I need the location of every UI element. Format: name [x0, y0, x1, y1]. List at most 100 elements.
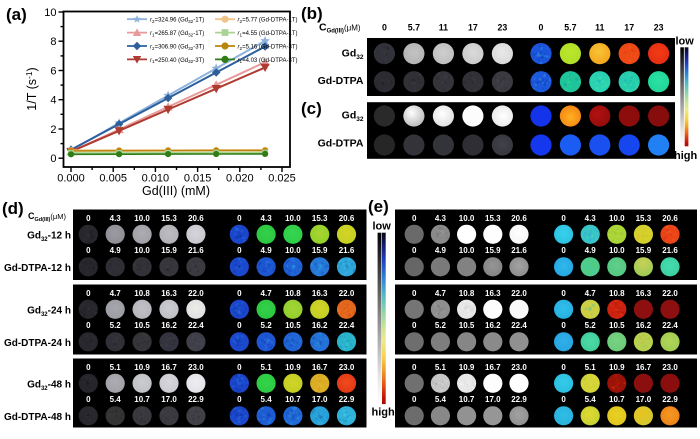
svg-text:4.7: 4.7	[110, 289, 122, 298]
svg-text:0: 0	[50, 153, 56, 165]
svg-text:23.0: 23.0	[188, 363, 204, 372]
svg-text:23: 23	[498, 23, 508, 33]
svg-text:16.7: 16.7	[485, 363, 501, 372]
svg-text:0.025: 0.025	[268, 173, 296, 185]
svg-text:r1=4.55 (Gd-DTPA-1T): r1=4.55 (Gd-DTPA-1T)	[238, 31, 298, 37]
svg-text:10.8: 10.8	[609, 289, 625, 298]
svg-text:10.0: 10.0	[285, 214, 301, 223]
svg-text:21.6: 21.6	[188, 246, 204, 255]
svg-text:0: 0	[561, 246, 566, 255]
svg-text:5.4: 5.4	[435, 395, 447, 404]
svg-text:(b): (b)	[301, 4, 323, 23]
svg-text:4.3: 4.3	[585, 214, 597, 223]
svg-text:0: 0	[561, 363, 566, 372]
svg-text:Gd-DTPA: Gd-DTPA	[318, 138, 364, 150]
svg-text:10.7: 10.7	[134, 395, 150, 404]
svg-text:17.0: 17.0	[485, 395, 501, 404]
svg-text:22.9: 22.9	[339, 395, 355, 404]
svg-text:23.0: 23.0	[339, 363, 355, 372]
svg-text:8: 8	[50, 36, 56, 48]
svg-text:(d): (d)	[2, 199, 24, 218]
svg-text:16.7: 16.7	[636, 363, 652, 372]
svg-text:10.0: 10.0	[459, 214, 475, 223]
svg-text:Gd32: Gd32	[342, 110, 364, 123]
svg-text:low: low	[676, 36, 695, 48]
svg-text:4.9: 4.9	[261, 246, 273, 255]
svg-text:10.5: 10.5	[609, 321, 625, 330]
svg-text:0: 0	[237, 246, 242, 255]
svg-text:CGd(III)(μM): CGd(III)(μM)	[319, 22, 361, 35]
svg-text:10.0: 10.0	[459, 246, 475, 255]
svg-text:23.0: 23.0	[662, 363, 678, 372]
svg-text:15.9: 15.9	[161, 246, 177, 255]
svg-text:22.9: 22.9	[188, 395, 204, 404]
svg-text:16.3: 16.3	[312, 289, 328, 298]
svg-text:5.1: 5.1	[110, 363, 122, 372]
svg-text:16.2: 16.2	[636, 321, 652, 330]
svg-text:15.3: 15.3	[312, 214, 328, 223]
svg-text:0: 0	[237, 363, 242, 372]
svg-text:5.2: 5.2	[261, 321, 273, 330]
svg-text:10.0: 10.0	[134, 214, 150, 223]
svg-text:10: 10	[44, 7, 56, 19]
svg-text:r2=5.16 (Gd-DTPA-3T): r2=5.16 (Gd-DTPA-3T)	[238, 45, 298, 51]
svg-text:21.6: 21.6	[339, 246, 355, 255]
svg-text:5.1: 5.1	[585, 363, 597, 372]
svg-text:10.0: 10.0	[609, 246, 625, 255]
svg-text:10.5: 10.5	[285, 321, 301, 330]
svg-text:0: 0	[237, 395, 242, 404]
svg-text:0: 0	[561, 289, 566, 298]
svg-text:22.0: 22.0	[662, 289, 678, 298]
svg-text:(e): (e)	[368, 197, 389, 216]
svg-text:0: 0	[237, 214, 242, 223]
svg-text:1/T (s-1): 1/T (s-1)	[24, 67, 39, 110]
svg-text:21.6: 21.6	[511, 246, 527, 255]
svg-text:high: high	[674, 150, 697, 162]
svg-text:Gd32-12 h: Gd32-12 h	[27, 231, 71, 243]
svg-text:5.1: 5.1	[261, 363, 273, 372]
svg-text:(a): (a)	[6, 5, 27, 24]
svg-text:22.4: 22.4	[662, 321, 678, 330]
svg-text:22.0: 22.0	[511, 289, 527, 298]
svg-text:0: 0	[412, 395, 417, 404]
svg-text:16.2: 16.2	[485, 321, 501, 330]
svg-text:6: 6	[50, 65, 56, 77]
svg-text:17.0: 17.0	[312, 395, 328, 404]
svg-text:5.2: 5.2	[110, 321, 122, 330]
svg-text:10.8: 10.8	[459, 289, 475, 298]
svg-text:17: 17	[624, 23, 634, 33]
svg-text:r2=324.96 (Gd32-1T): r2=324.96 (Gd32-1T)	[150, 18, 204, 24]
svg-text:5.7: 5.7	[564, 23, 576, 33]
svg-text:15.9: 15.9	[312, 246, 328, 255]
svg-text:5.2: 5.2	[435, 321, 447, 330]
svg-text:10.0: 10.0	[285, 246, 301, 255]
svg-text:0: 0	[412, 214, 417, 223]
svg-text:22.4: 22.4	[511, 321, 527, 330]
svg-text:4.7: 4.7	[435, 289, 447, 298]
svg-text:20.6: 20.6	[662, 214, 678, 223]
svg-text:0: 0	[561, 214, 566, 223]
svg-text:Gd-DTPA-48 h: Gd-DTPA-48 h	[4, 412, 71, 423]
svg-text:r1=265.87 (Gd32-1T): r1=265.87 (Gd32-1T)	[150, 31, 204, 37]
svg-text:Gd32: Gd32	[342, 48, 364, 61]
svg-text:10.7: 10.7	[459, 395, 475, 404]
svg-text:5.1: 5.1	[435, 363, 447, 372]
svg-text:0.005: 0.005	[99, 173, 127, 185]
svg-text:5.4: 5.4	[261, 395, 273, 404]
svg-text:20.6: 20.6	[511, 214, 527, 223]
svg-text:23.0: 23.0	[511, 363, 527, 372]
svg-text:5.7: 5.7	[408, 23, 420, 33]
svg-text:0: 0	[237, 289, 242, 298]
svg-text:0.015: 0.015	[184, 173, 212, 185]
svg-text:10.0: 10.0	[134, 246, 150, 255]
svg-text:21.6: 21.6	[662, 246, 678, 255]
svg-text:22.0: 22.0	[188, 289, 204, 298]
svg-text:0: 0	[539, 23, 544, 33]
svg-text:17.0: 17.0	[636, 395, 652, 404]
svg-text:4.7: 4.7	[585, 289, 597, 298]
svg-text:4.3: 4.3	[261, 214, 273, 223]
svg-text:10.5: 10.5	[134, 321, 150, 330]
svg-text:0: 0	[412, 289, 417, 298]
svg-text:Gd-DTPA-24 h: Gd-DTPA-24 h	[4, 338, 71, 349]
svg-text:4.9: 4.9	[435, 246, 447, 255]
